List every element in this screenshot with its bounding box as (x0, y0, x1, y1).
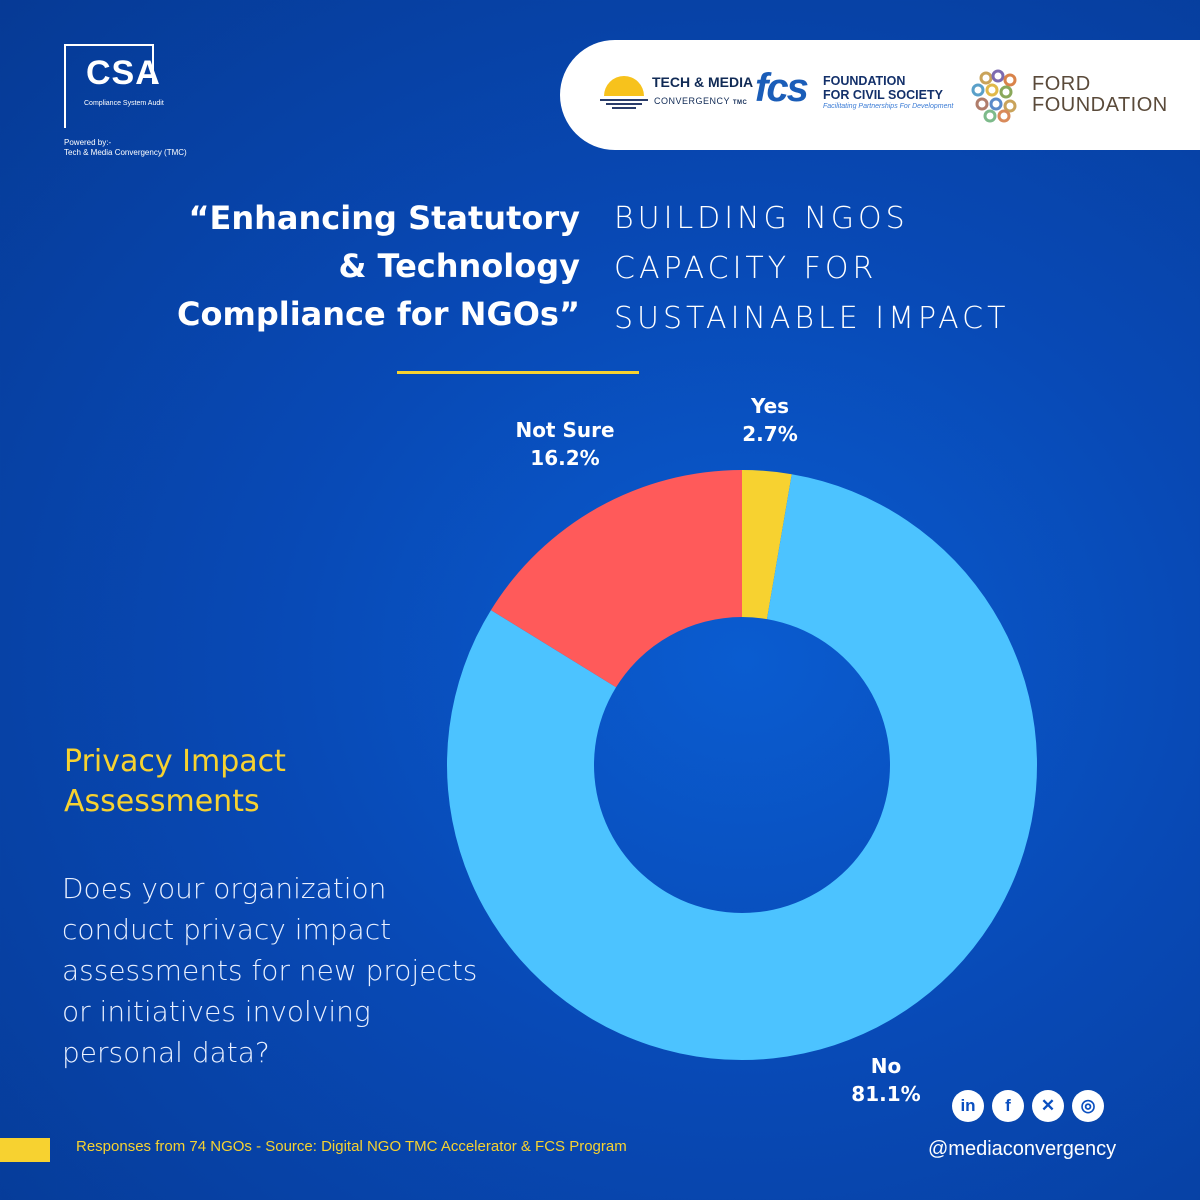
csa-logo-subtitle: Compliance System Audit (84, 100, 164, 107)
tmc-tag: TMC (732, 100, 748, 106)
sunrise-icon (600, 76, 648, 109)
partner-banner: TECH & MEDIA CONVERGENCY TMC fcs FOUNDAT… (560, 40, 1200, 150)
headline-line2: & Technology (338, 247, 580, 285)
survey-question: Does your organization conduct privacy i… (62, 872, 478, 1069)
slice-label-no-value: 81.1% (851, 1082, 921, 1106)
fcs-tagline: Facilitating Partnerships For Developmen… (823, 103, 954, 110)
ford-logo: FORD FOUNDATION (968, 68, 1178, 124)
tmc-name: TECH & MEDIA (652, 74, 754, 90)
linkedin-icon[interactable]: in (952, 1090, 984, 1122)
fcs-mark: fcs (755, 66, 809, 110)
instagram-icon[interactable]: ◎ (1072, 1090, 1104, 1122)
footer-accent-bar (0, 1138, 50, 1162)
ford-name: FORD FOUNDATION (1032, 74, 1168, 116)
csa-logo-text: CSA (86, 54, 161, 92)
subhead-line2: CAPACITY FOR (614, 251, 878, 286)
donut-slice-no (447, 474, 1038, 1060)
donut-slice-yes (742, 470, 792, 620)
slice-label-yes-name: Yes (750, 394, 790, 418)
slice-label-yes: Yes 2.7% (700, 392, 840, 448)
footer-source: Responses from 74 NGOs - Source: Digital… (76, 1138, 627, 1155)
section-title: Privacy Impact Assessments (64, 742, 286, 822)
csa-logo: CSA Compliance System Audit (64, 44, 164, 128)
fcs-logo: fcs FOUNDATION FOR CIVIL SOCIETY Facilit… (755, 66, 955, 126)
powered-by: Powered by:- Tech & Media Convergency (T… (64, 138, 187, 158)
subheadline: BUILDING NGOS CAPACITY FOR SUSTAINABLE I… (614, 194, 1114, 344)
title-divider (397, 371, 639, 374)
ford-rings-icon (971, 69, 1017, 123)
x-icon[interactable]: ✕ (1032, 1090, 1064, 1122)
slice-label-no-name: No (870, 1054, 902, 1078)
slice-label-no: No 81.1% (816, 1052, 956, 1108)
fcs-name: FOUNDATION FOR CIVIL SOCIETY (823, 74, 943, 102)
social-handle[interactable]: @mediaconvergency (928, 1138, 1117, 1160)
section-title-line2: Assessments (64, 784, 260, 819)
tmc-subtitle: CONVERGENCY TMC (654, 96, 747, 106)
section-title-line1: Privacy Impact (64, 744, 286, 779)
tmc-subtitle-text: CONVERGENCY (654, 96, 730, 106)
headline-line1: “Enhancing Statutory (188, 199, 580, 237)
powered-by-label: Powered by:- (64, 138, 112, 147)
slice-label-yes-value: 2.7% (742, 422, 798, 446)
ford-name-line1: FORD (1032, 73, 1091, 95)
subhead-line1: BUILDING NGOS (614, 201, 909, 236)
slice-label-not-sure: Not Sure 16.2% (490, 416, 640, 472)
slice-label-not-sure-name: Not Sure (515, 418, 615, 442)
subhead-line3: SUSTAINABLE IMPACT (614, 301, 1010, 336)
fcs-name-line2: FOR CIVIL SOCIETY (823, 88, 943, 102)
facebook-icon[interactable]: f (992, 1090, 1024, 1122)
headline: “Enhancing Statutory & Technology Compli… (60, 194, 580, 338)
powered-by-org: Tech & Media Convergency (TMC) (64, 148, 187, 157)
donut-slice-not-sure (490, 470, 742, 688)
tmc-logo: TECH & MEDIA CONVERGENCY TMC (600, 70, 754, 120)
fcs-name-line1: FOUNDATION (823, 74, 906, 88)
ford-name-line2: FOUNDATION (1032, 94, 1168, 116)
headline-line3: Compliance for NGOs” (177, 295, 580, 333)
slice-label-not-sure-value: 16.2% (530, 446, 600, 470)
